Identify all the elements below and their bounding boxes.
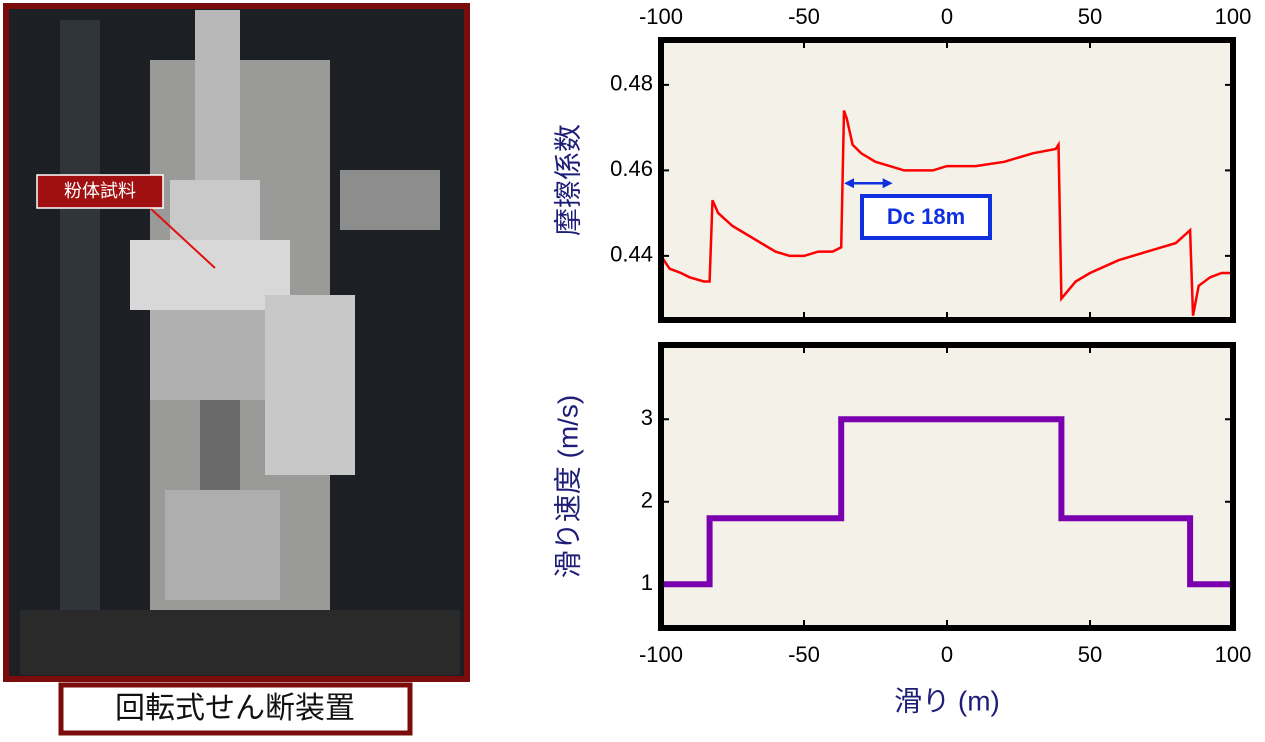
- plot-frame: [658, 37, 1236, 323]
- y-tick-label: 0.48: [610, 71, 653, 96]
- holder: [170, 180, 260, 240]
- plot-frame: [658, 342, 1236, 631]
- plot-area: [661, 416, 1233, 588]
- machine-side: [60, 20, 100, 660]
- base: [20, 610, 460, 675]
- annotation-box: [860, 194, 992, 240]
- caption: 回転式せん断装置: [115, 692, 355, 725]
- label-pointer: [149, 207, 216, 269]
- sample-label: 粉体試料: [64, 181, 136, 201]
- load-cell: [165, 490, 280, 600]
- x-tick-label: -50: [788, 4, 820, 29]
- spring: [200, 400, 240, 490]
- y-axis-label: 滑り速度 (m/s): [552, 395, 583, 579]
- plot-background: [661, 40, 1233, 320]
- x-tick-label: -100: [639, 4, 683, 29]
- label-box: [36, 174, 164, 209]
- y-tick-label: 0.46: [610, 156, 653, 181]
- annotation: Dc 18m: [887, 204, 965, 229]
- shaft: [195, 10, 240, 180]
- x-tick-label: 50: [1078, 642, 1102, 667]
- sensor: [340, 170, 440, 230]
- y-axis-label: 摩擦係数: [552, 124, 583, 236]
- data-line: [661, 110, 1233, 316]
- x-tick-label: -50: [788, 642, 820, 667]
- x-tick-label: 50: [1078, 4, 1102, 29]
- sample-cell: [130, 240, 290, 310]
- x-tick-label: 0: [941, 4, 953, 29]
- x-tick-label: -100: [639, 642, 683, 667]
- y-tick-label: 2: [641, 488, 653, 513]
- y-tick-label: 3: [641, 405, 653, 430]
- x-tick-label: 100: [1215, 642, 1252, 667]
- y-tick-label: 0.44: [610, 242, 653, 267]
- photo: 粉体試料 回転式せん断装置: [3, 3, 470, 736]
- plot-area: [661, 110, 1233, 316]
- lower-holder: [150, 310, 270, 400]
- y-tick-label: 1: [641, 570, 653, 595]
- caption-box: [58, 682, 413, 736]
- x-tick-label: 100: [1215, 4, 1252, 29]
- bracket: [265, 295, 355, 475]
- data-line: [661, 416, 1233, 588]
- x-axis-label: 滑り (m): [894, 685, 1000, 716]
- plot-background: [661, 345, 1233, 628]
- dc-arrow-head: [844, 178, 893, 189]
- x-tick-label: 0: [941, 642, 953, 667]
